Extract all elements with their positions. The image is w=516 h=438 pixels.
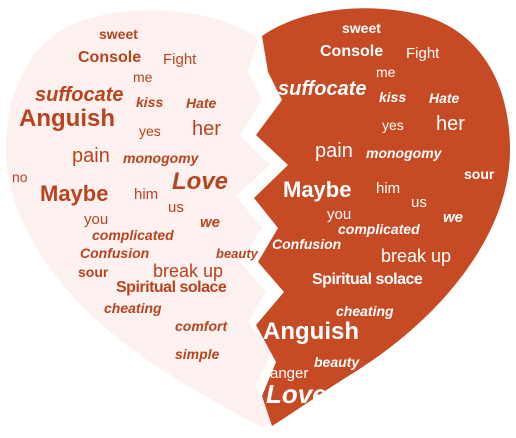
word-suffocate-left: suffocate [35,84,124,106]
word-break-up-right: break up [381,246,452,266]
word-love-right: Love [266,379,327,409]
word-her-right: her [436,113,465,135]
word-yes-right: yes [382,117,404,133]
word-spiritual-solace-right: Spiritual solace [312,271,423,288]
word-break-up-left: break up [153,261,224,281]
word-no-left: no [12,169,28,185]
word-comfort-left: comfort [175,318,228,334]
word-sweet-left: sweet [99,26,138,42]
word-cheating-left: cheating [104,300,162,316]
word-spiritual-solace-left: Spiritual solace [116,279,227,296]
word-love-left: Love [172,168,229,195]
word-complicated-right: complicated [338,221,420,237]
word-kiss-right: kiss [379,89,407,105]
word-hate-right: Hate [429,90,460,106]
word-cheating-right: cheating [336,303,394,319]
word-hate-left: Hate [186,95,217,111]
word-you-right: you [327,206,352,223]
word-pain-right: pain [315,140,353,162]
word-him-left: him [134,186,159,203]
left-heart-half [6,10,272,429]
word-her-left: her [192,118,221,140]
word-suffocate-right: suffocate [278,78,367,100]
word-we-left: we [200,214,221,231]
word-me-right: me [376,64,396,80]
word-monogomy-right: monogomy [366,145,442,161]
word-him-right: him [376,180,401,197]
word-beauty-left: beauty [216,246,258,261]
word-confusion-right: Confusion [272,236,342,252]
word-yes-left: yes [139,123,161,139]
word-maybe-left: Maybe [40,181,109,206]
word-monogomy-left: monogomy [123,150,199,166]
word-us-right: us [411,194,427,211]
word-pain-left: pain [72,145,110,167]
right-heart-half [254,8,510,427]
word-sour-left: sour [78,264,109,280]
word-beauty-right: beauty [314,354,360,370]
word-we-right: we [443,209,464,226]
word-us-left: us [168,199,184,216]
word-anguish-left: Anguish [19,105,115,132]
word-anger-right: anger [270,365,309,382]
word-simple-left: simple [175,346,220,362]
word-kiss-left: kiss [136,94,164,110]
word-sour-right: sour [464,166,495,182]
word-console-right: Console [320,43,384,60]
word-maybe-right: Maybe [283,177,352,202]
word-complicated-left: complicated [92,227,174,243]
word-console-left: Console [78,49,142,66]
word-fight-left: Fight [163,51,197,68]
word-anguish-right: Anguish [263,318,359,345]
word-sweet-right: sweet [342,20,381,36]
word-confusion-left: Confusion [80,245,150,261]
word-me-left: me [133,69,153,85]
word-you-left: you [84,211,109,228]
word-fight-right: Fight [406,45,440,62]
